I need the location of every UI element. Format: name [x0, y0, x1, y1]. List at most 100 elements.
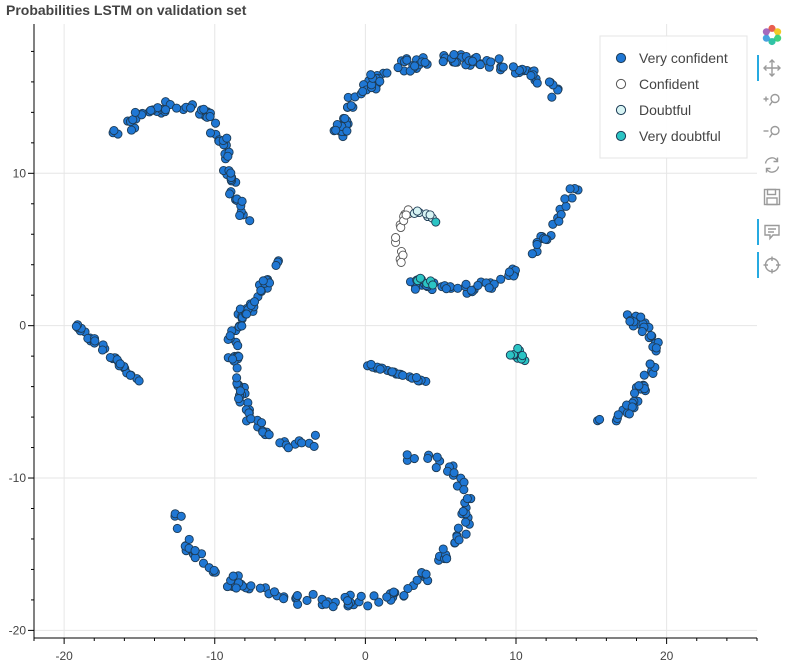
data-point — [454, 535, 464, 545]
y-tick-label: 0 — [19, 319, 26, 333]
data-point — [387, 367, 397, 377]
data-point — [375, 364, 385, 374]
data-point — [428, 280, 438, 290]
data-point — [172, 523, 182, 534]
data-point — [126, 125, 137, 135]
data-point — [532, 239, 542, 250]
data-point — [340, 113, 350, 124]
data-point — [423, 453, 433, 464]
data-point — [242, 309, 252, 319]
data-point — [532, 78, 542, 88]
data-point — [527, 249, 537, 259]
data-point — [461, 517, 471, 527]
x-tick-label: 0 — [362, 649, 369, 663]
data-point — [302, 595, 312, 606]
data-point — [363, 601, 373, 611]
data-point — [369, 591, 379, 601]
data-point — [561, 201, 571, 211]
data-points — [71, 50, 663, 612]
data-point — [161, 105, 171, 115]
legend-label: Very confident — [639, 50, 728, 66]
data-point — [547, 92, 557, 102]
reset-button[interactable] — [757, 152, 786, 178]
data-point — [226, 168, 236, 178]
bokeh-logo-button[interactable] — [757, 22, 786, 48]
bokeh-logo-icon — [762, 24, 781, 46]
data-point — [234, 394, 244, 404]
data-point — [246, 581, 256, 591]
crosshair-button[interactable] — [757, 252, 786, 278]
data-point — [190, 546, 200, 556]
data-point — [513, 343, 523, 353]
data-point — [391, 233, 401, 243]
data-point — [130, 107, 140, 117]
save-button[interactable] — [757, 184, 786, 210]
data-point — [374, 597, 384, 607]
data-point — [475, 60, 485, 70]
data-point — [651, 343, 661, 353]
data-point — [421, 569, 431, 579]
data-point — [292, 591, 302, 601]
data-point — [466, 285, 476, 295]
zoom-out-button[interactable] — [757, 120, 786, 146]
data-point — [342, 126, 352, 136]
data-point — [223, 151, 233, 161]
data-point — [461, 529, 471, 539]
hover-button[interactable] — [757, 219, 786, 245]
data-point — [494, 54, 504, 64]
zoom-in-icon — [763, 93, 780, 106]
data-point — [496, 274, 506, 284]
data-point — [356, 591, 366, 601]
legend-marker — [615, 130, 627, 142]
chart-title: Probabilities LSTM on validation set — [6, 2, 247, 18]
data-point — [498, 62, 508, 72]
data-point — [346, 101, 356, 111]
data-point — [398, 370, 408, 380]
data-point — [297, 438, 307, 448]
data-point — [246, 414, 256, 424]
pan-button[interactable] — [757, 55, 786, 81]
data-point — [473, 280, 483, 290]
data-point — [412, 575, 422, 585]
y-tick-label: 10 — [13, 166, 27, 180]
y-tick-label: -20 — [9, 623, 27, 637]
data-point — [565, 184, 575, 194]
legend-marker — [615, 52, 627, 64]
data-point — [222, 133, 232, 143]
data-point — [97, 345, 108, 355]
data-point — [411, 372, 422, 383]
data-point — [366, 70, 376, 80]
y-tick-label: -10 — [9, 471, 27, 485]
data-point — [71, 321, 81, 331]
data-point — [438, 57, 448, 67]
data-point — [540, 234, 550, 244]
data-point — [389, 587, 399, 597]
data-point — [233, 341, 243, 351]
x-tick-label: 10 — [509, 649, 523, 663]
data-point — [235, 386, 245, 396]
data-point — [228, 354, 238, 364]
data-point — [646, 330, 656, 341]
data-point — [134, 376, 144, 386]
data-point — [402, 450, 412, 460]
crosshair-icon — [763, 256, 780, 274]
data-point — [310, 430, 320, 440]
data-point — [186, 103, 196, 113]
data-point — [109, 126, 119, 136]
data-point — [382, 592, 392, 602]
data-point — [636, 312, 646, 322]
data-point — [366, 359, 376, 369]
data-point — [403, 584, 413, 594]
data-point — [255, 583, 265, 593]
data-point — [328, 602, 338, 612]
data-point — [449, 50, 459, 60]
data-point — [645, 359, 655, 369]
zoom-in-button[interactable] — [757, 88, 786, 114]
data-point — [279, 594, 289, 604]
reset-icon — [764, 157, 779, 173]
data-point — [237, 196, 247, 206]
data-point — [560, 194, 570, 204]
data-point — [308, 589, 318, 599]
data-point — [544, 77, 554, 87]
